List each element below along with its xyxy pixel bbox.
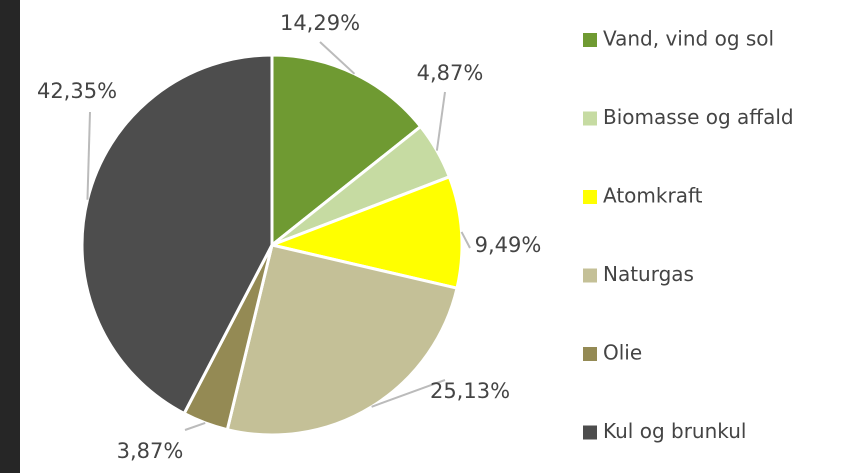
leader-line (435, 91, 446, 151)
legend-swatch (583, 268, 597, 283)
side-strip (0, 0, 20, 473)
legend-swatch (583, 190, 597, 204)
data-label: 42,35% (37, 79, 117, 103)
legend-label: Olie (603, 341, 642, 365)
legend-label: Vand, vind og sol (603, 27, 774, 51)
data-label: 14,29% (280, 11, 360, 35)
pie-slice (270, 53, 423, 249)
data-label: 9,49% (475, 233, 542, 257)
legend-swatch (583, 111, 597, 126)
legend-label: Naturgas (603, 262, 694, 286)
legend-label: Atomkraft (603, 184, 703, 208)
pie-slice (80, 53, 274, 416)
data-label: 3,87% (117, 439, 184, 463)
pie-slice (225, 243, 459, 437)
legend-label: Biomasse og affald (603, 105, 794, 129)
legend-swatch (583, 347, 597, 361)
legend-swatch (583, 33, 597, 47)
data-label: 25,13% (430, 379, 510, 403)
leader-line (371, 379, 446, 408)
leader-line (184, 421, 206, 431)
leader-line (460, 231, 471, 249)
leader-line (86, 111, 91, 200)
leader-line (319, 41, 356, 75)
data-label: 4,87% (417, 61, 484, 85)
legend-label: Kul og brunkul (603, 419, 746, 443)
legend-swatch (583, 425, 597, 440)
